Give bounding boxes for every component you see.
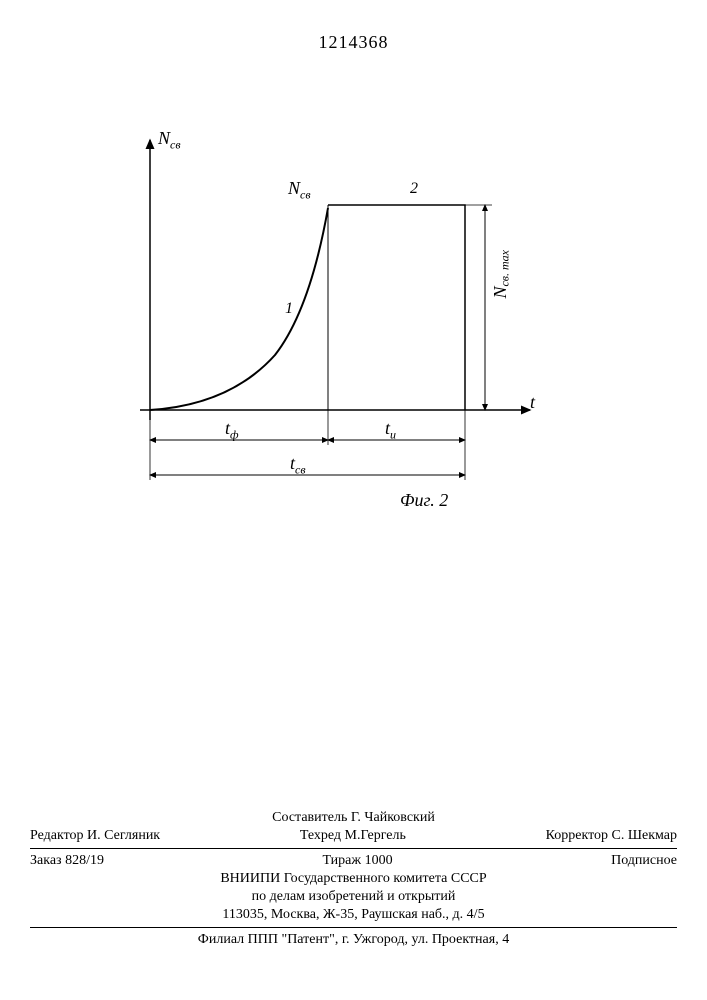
tf-label: tф (225, 418, 239, 443)
order-row: Заказ 828/19 Тираж 1000 Подписное (30, 853, 677, 869)
branch-line: Филиал ППП "Патент", г. Ужгород, ул. Про… (30, 932, 677, 948)
tcv-label: tсв (290, 453, 306, 478)
divider-2 (30, 927, 677, 928)
divider-1 (30, 848, 677, 849)
peak-label: Ncв (288, 178, 311, 203)
curve-2-label: 2 (410, 180, 418, 198)
footer: Составитель Г. Чайковский Редактор И. Се… (30, 808, 677, 950)
org-line2: по делам изобретений и открытий (30, 889, 677, 905)
org-line1: ВНИИПИ Государственного комитета СССР (30, 871, 677, 887)
address-line: 113035, Москва, Ж-35, Раушская наб., д. … (30, 907, 677, 923)
ti-label: tи (385, 418, 396, 443)
ncv-max-label: Nсв. max (490, 250, 513, 299)
compiler-line: Составитель Г. Чайковский (30, 810, 677, 826)
figure-caption: Фиг. 2 (400, 490, 448, 511)
curve-1 (150, 208, 328, 410)
y-axis-label: Ncв (158, 128, 181, 153)
x-axis-label: t (530, 392, 535, 413)
curve-2 (328, 205, 465, 410)
curve-1-label: 1 (285, 300, 293, 318)
diagram-svg (110, 120, 570, 540)
figure-2: Ncв t Ncв 1 2 Nсв. max tф tи tсв Фиг. 2 (110, 120, 570, 540)
credits-row: Редактор И. Сегляник Техред М.Гергель Ко… (30, 828, 677, 844)
document-number: 1214368 (0, 32, 707, 53)
page: 1214368 (0, 0, 707, 1000)
